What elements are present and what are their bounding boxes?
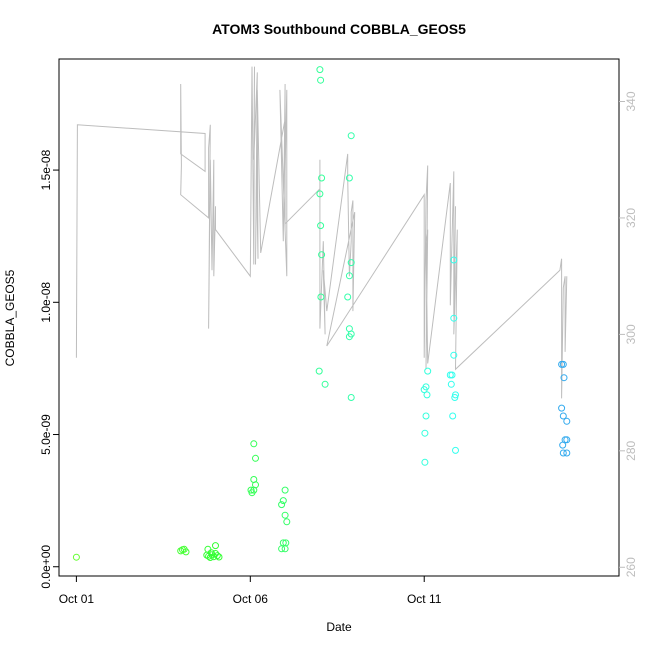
y-tick-label: 1.0e-08 <box>39 282 53 323</box>
data-point <box>450 256 458 264</box>
data-point <box>450 314 458 322</box>
data-point <box>449 412 457 420</box>
data-point <box>279 539 287 547</box>
line-series <box>75 66 568 399</box>
data-point <box>559 412 567 420</box>
x-tick-label: Oct 06 <box>233 592 269 606</box>
data-point <box>177 547 185 555</box>
data-point <box>563 436 571 444</box>
plot-frame <box>58 58 620 577</box>
data-point <box>424 367 432 375</box>
y2-tick-label: 320 <box>624 208 638 228</box>
data-point <box>345 333 353 341</box>
data-point <box>212 550 219 557</box>
y2-tick-label: 300 <box>624 324 638 344</box>
data-point <box>182 548 190 556</box>
data-point <box>559 449 567 457</box>
data-point <box>344 293 352 301</box>
data-point <box>250 440 258 448</box>
data-point <box>421 429 429 437</box>
data-point <box>321 380 329 388</box>
data-point <box>563 417 571 425</box>
data-point <box>563 449 571 457</box>
data-point <box>448 371 456 379</box>
bottom-axis: Oct 01 Oct 06 Oct 11 <box>59 576 442 606</box>
x-axis-label: Date <box>326 620 352 634</box>
data-point <box>252 454 259 462</box>
data-point <box>345 174 353 182</box>
data-point <box>423 391 431 399</box>
data-point <box>316 66 324 74</box>
y2-tick-label: 260 <box>624 557 638 577</box>
y-tick-label: 0.0e+00 <box>39 545 53 589</box>
data-point <box>207 549 215 557</box>
data-point <box>72 553 80 561</box>
x-tick-label: Oct 01 <box>59 592 95 606</box>
data-point <box>559 360 567 368</box>
y-axis-label: COBBLA_GEOS5 <box>3 269 17 366</box>
y-tick-label: 1.5e-08 <box>39 149 53 190</box>
data-point <box>281 486 289 494</box>
y2-tick-label: 340 <box>624 91 638 111</box>
left-axis: 0.0e+00 5.0e-09 1.0e-08 1.5e-08 <box>39 149 59 589</box>
data-point <box>422 383 430 391</box>
data-point <box>347 132 355 140</box>
data-point <box>422 412 430 420</box>
data-point <box>279 497 287 505</box>
y-tick-label: 5.0e-09 <box>39 414 53 455</box>
x-tick-label: Oct 11 <box>407 592 442 606</box>
data-point <box>215 553 223 561</box>
data-point <box>559 441 567 449</box>
data-point <box>282 539 290 547</box>
data-point <box>278 501 286 509</box>
data-point <box>560 374 568 382</box>
data-point <box>347 259 355 267</box>
series-line <box>75 66 568 399</box>
data-point <box>452 446 459 454</box>
data-point <box>451 394 459 401</box>
data-point <box>318 251 326 259</box>
right-axis: 260 280 300 320 340 <box>619 91 638 577</box>
y2-tick-label: 280 <box>624 440 638 460</box>
data-point <box>558 404 566 412</box>
data-point <box>316 190 324 198</box>
data-point <box>213 552 221 560</box>
data-point <box>450 351 458 359</box>
data-point <box>283 518 291 526</box>
data-point <box>347 394 355 401</box>
point-series <box>72 66 571 561</box>
data-point <box>317 222 325 230</box>
data-point <box>447 380 455 388</box>
data-point <box>247 486 255 494</box>
data-point <box>345 272 353 280</box>
data-point <box>212 542 219 550</box>
data-point <box>252 481 259 489</box>
data-point <box>315 367 323 375</box>
chart-title: ATOM3 Southbound COBBLA_GEOS5 <box>212 21 466 37</box>
data-point <box>204 545 212 553</box>
data-point <box>281 511 289 519</box>
data-point <box>421 458 429 466</box>
data-point <box>317 293 325 301</box>
data-point <box>317 76 325 84</box>
data-point <box>318 174 326 182</box>
